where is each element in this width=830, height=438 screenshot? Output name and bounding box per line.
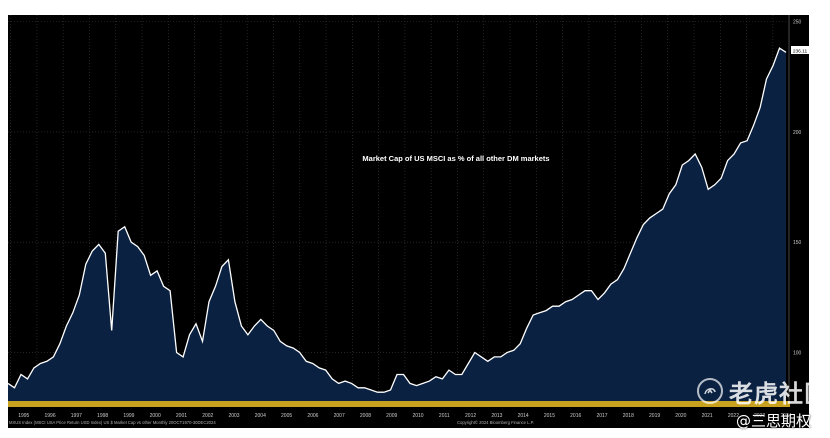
x-tick-label: 2016	[570, 413, 581, 419]
x-tick-label: 1998	[97, 413, 108, 419]
x-tick-label: 2018	[623, 413, 634, 419]
x-tick-label: 2010	[412, 413, 423, 419]
y-tick-label: 150	[793, 240, 802, 246]
x-tick-label: 2013	[491, 413, 502, 419]
chart-title: Market Cap of US MSCI as % of all other …	[362, 154, 549, 163]
last-value-label: 236.11	[793, 49, 808, 55]
watermark-handle: @三思期权	[736, 412, 812, 430]
watermark-brand-text: 老虎社区	[729, 379, 829, 408]
series-line	[7, 47, 787, 393]
x-tick-label: 2023	[754, 413, 765, 419]
x-tick-label: 2021	[702, 413, 713, 419]
x-tick-label: 1999	[123, 413, 134, 419]
x-tick-label: 1996	[44, 413, 55, 419]
x-tick-label: 2012	[465, 413, 476, 419]
x-axis: 1995 1996 1997 1998 1999 2000 2001 2002 2003 2004…	[18, 413, 792, 419]
x-tick-label: 2006	[307, 413, 318, 419]
y-tick-label: 250	[793, 20, 802, 26]
x-tick-label: 2003	[228, 413, 239, 419]
x-tick-label: 2011	[439, 413, 450, 419]
x-tick-label: 2005	[281, 413, 292, 419]
y-tick-label: 200	[793, 130, 802, 136]
tiger-logo-icon	[697, 378, 723, 404]
x-tick-label: 2002	[202, 413, 213, 419]
x-tick-label: 2000	[150, 413, 161, 419]
footer-copyright: Copyright© 2024 Bloomberg Finance L.P.	[457, 420, 534, 425]
x-tick-label: 2009	[386, 413, 397, 419]
footer-source: MXUS Index (MSCI USA Price Return USD In…	[9, 420, 216, 425]
x-tick-label: 2015	[544, 413, 555, 419]
x-tick-label: 2008	[360, 413, 371, 419]
last-value-box	[791, 46, 809, 54]
area-fill	[8, 48, 786, 401]
watermark-brand: 老虎社区	[697, 374, 829, 408]
x-tick-label: 1995	[18, 413, 29, 419]
x-tick-label: 2001	[176, 413, 187, 419]
x-tick-label: 1997	[71, 413, 82, 419]
x-tick-label: 2014	[518, 413, 529, 419]
x-axis-strip	[8, 401, 790, 407]
x-tick-label: 2007	[334, 413, 345, 419]
x-tick-label: 2024	[780, 413, 791, 419]
x-tick-label: 2022	[728, 413, 739, 419]
y-tick-label: 100	[793, 350, 802, 356]
x-tick-label: 2019	[649, 413, 660, 419]
y-axis: 100 150 200 250	[788, 15, 802, 401]
x-tick-label: 2020	[675, 413, 686, 419]
x-tick-label: 2017	[596, 413, 607, 419]
x-tick-label: 2004	[255, 413, 266, 419]
last-value-callout: 236.11	[791, 46, 809, 55]
